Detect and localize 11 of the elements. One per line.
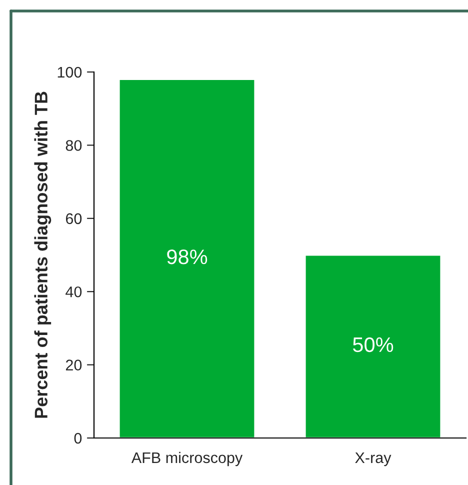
y-tick-label: 60 <box>66 213 82 224</box>
y-tick-label: 100 <box>58 66 82 78</box>
y-tick-label: 0 <box>74 432 82 444</box>
data-label: 98% <box>167 250 208 264</box>
y-tick-label: 80 <box>66 140 82 151</box>
y-tick-label: 20 <box>66 360 82 370</box>
x-tick-label: AFB microscopy <box>131 452 243 466</box>
y-axis-title: Percent of patients diagnosed with TB <box>34 92 52 418</box>
data-label: 50% <box>352 337 394 352</box>
y-tick-label: 40 <box>66 286 82 298</box>
x-tick-label: X-ray <box>355 452 392 466</box>
